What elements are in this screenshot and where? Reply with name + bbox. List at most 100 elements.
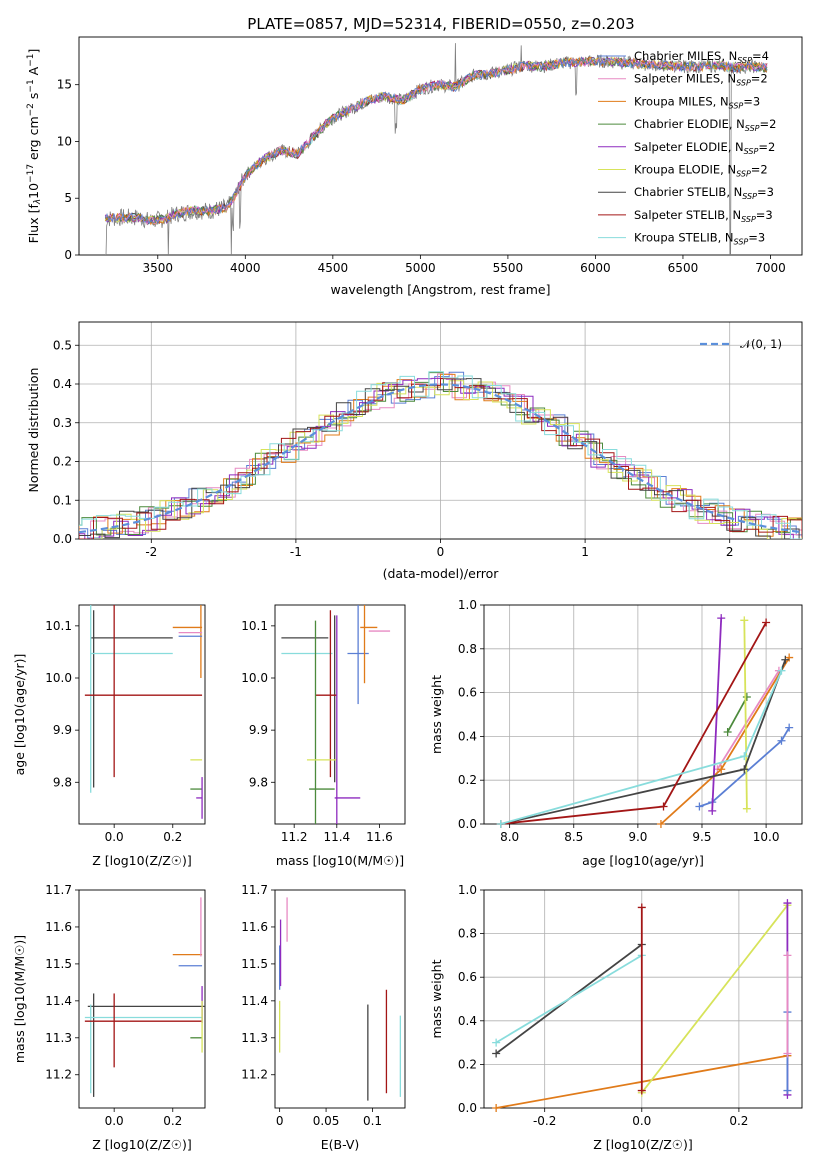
y-tick-label: 9.9 bbox=[53, 723, 72, 737]
x-tick-label: 8.0 bbox=[500, 830, 519, 844]
x-tick-label: 0.0 bbox=[105, 830, 124, 844]
histogram-chabrier_stelib bbox=[79, 378, 802, 539]
legend-label-kroupa_stelib: Kroupa STELIB, NSSP=3 bbox=[634, 231, 765, 247]
legend-label-kroupa_elodie: Kroupa ELODIE, NSSP=2 bbox=[634, 163, 768, 179]
weight-point-chabrier_miles bbox=[695, 802, 704, 811]
weight-vs-age-xlabel: age [log10(age/yr)] bbox=[582, 853, 704, 868]
weight-point-salpeter_elodie bbox=[708, 806, 717, 815]
spectrum-model-chabrier_miles bbox=[104, 56, 768, 225]
weight-point-salpeter_stelib bbox=[659, 802, 668, 811]
mass-vs-z-axes: 0.0 0.2 11.2 11.3 11.4 11.5 11.6 11.7 bbox=[45, 883, 206, 1128]
gaussian-curve bbox=[79, 383, 802, 534]
weight-line-salpeter_elodie bbox=[711, 618, 723, 811]
x-tick-label: 4500 bbox=[318, 261, 349, 275]
y-tick-label: 9.9 bbox=[249, 723, 268, 737]
weight-vs-z-ylabel: mass weight bbox=[429, 959, 444, 1038]
spectrum-xlabel: wavelength [Angstrom, rest frame] bbox=[330, 282, 550, 297]
weight-point-kroupa_stelib bbox=[492, 1038, 501, 1047]
y-tick-label: 11.4 bbox=[241, 994, 268, 1008]
residual-ylabel: Normed distribution bbox=[26, 368, 41, 493]
legend-label-kroupa_miles: Kroupa MILES, NSSP=3 bbox=[634, 94, 760, 110]
y-tick-label: 11.3 bbox=[45, 1031, 72, 1045]
x-tick-label: -1 bbox=[290, 545, 302, 559]
y-tick-label: 0.2 bbox=[53, 455, 72, 469]
y-tick-label: 9.8 bbox=[53, 775, 72, 789]
spectrum-ylabel: Flux [fλ10−17 erg cm−2 s−1 A−1] bbox=[26, 49, 43, 244]
age-vs-mass-frame bbox=[274, 604, 406, 825]
weight-point-chabrier_miles bbox=[783, 1086, 792, 1095]
y-tick-label: 0.8 bbox=[458, 642, 477, 656]
age-vs-mass-xlabel: mass [log10(M/M☉)] bbox=[276, 853, 404, 868]
weight-point-chabrier_miles bbox=[777, 736, 786, 745]
x-tick-label: 8.5 bbox=[564, 830, 583, 844]
x-tick-label: 0.2 bbox=[163, 830, 182, 844]
x-tick-label: 0 bbox=[437, 545, 445, 559]
x-tick-label: 3500 bbox=[143, 261, 174, 275]
weight-line-chabrier_elodie bbox=[726, 696, 748, 733]
y-tick-label: 11.5 bbox=[241, 957, 268, 971]
weight-point-salpeter_stelib bbox=[637, 903, 646, 912]
weight-point-chabrier_stelib bbox=[781, 655, 790, 664]
y-tick-label: 10.1 bbox=[45, 619, 72, 633]
spectrum-lines bbox=[104, 43, 768, 255]
y-tick-label: 5 bbox=[64, 191, 72, 205]
weight-point-chabrier_stelib bbox=[492, 1049, 501, 1058]
mass-vs-ebv-axes: 0 0.05 0.1 11.2 11.3 11.4 11.5 11.6 11.7 bbox=[241, 883, 406, 1128]
age-vs-z-frame bbox=[78, 604, 206, 825]
weight-vs-z-xlabel: Z [log10(Z/Z☉)] bbox=[593, 1137, 693, 1152]
x-tick-label: 0.0 bbox=[632, 1114, 651, 1128]
y-tick-label: 0.8 bbox=[458, 927, 477, 941]
y-tick-label: 0.4 bbox=[458, 1014, 477, 1028]
residual-histograms bbox=[79, 371, 802, 539]
y-tick-label: 11.5 bbox=[45, 957, 72, 971]
age-vs-mass-errorbars bbox=[281, 605, 391, 824]
age-vs-z-ylabel: age [log10(age/yr)] bbox=[12, 654, 27, 776]
weight-point-kroupa_miles bbox=[492, 1104, 501, 1112]
weight-line-chabrier_stelib bbox=[500, 659, 787, 825]
weight-point-salpeter_elodie bbox=[783, 899, 792, 908]
x-tick-label: -2 bbox=[145, 545, 157, 559]
y-tick-label: 0.0 bbox=[458, 1101, 477, 1115]
weight-point-chabrier_miles bbox=[785, 723, 794, 732]
legend-label-salpeter_stelib: Salpeter STELIB, NSSP=3 bbox=[634, 208, 773, 224]
weight-line-kroupa_stelib bbox=[500, 670, 783, 825]
x-tick-label: 6000 bbox=[580, 261, 611, 275]
weight-vs-z-axes: -0.2 0.0 0.2 0.0 0.2 0.4 0.6 0.8 1.0 bbox=[458, 883, 803, 1128]
y-tick-label: 1.0 bbox=[458, 883, 477, 897]
weight-point-kroupa_stelib bbox=[777, 666, 786, 675]
y-tick-label: 11.6 bbox=[45, 920, 72, 934]
y-tick-label: 10.1 bbox=[241, 619, 268, 633]
y-tick-label: 11.2 bbox=[45, 1068, 72, 1082]
age-vs-mass-axes: 11.2 11.4 11.6 9.8 9.9 10.0 10.1 bbox=[241, 604, 406, 844]
weight-point-chabrier_elodie bbox=[742, 692, 751, 701]
weight-point-kroupa_stelib bbox=[496, 820, 505, 828]
histogram-salpeter_elodie bbox=[79, 377, 802, 539]
age-vs-z-axes: 0.0 0.2 9.8 9.9 10.0 10.1 bbox=[45, 604, 206, 844]
x-tick-label: 0.1 bbox=[363, 1114, 382, 1128]
x-tick-label: 2 bbox=[726, 545, 734, 559]
x-tick-label: 0.05 bbox=[313, 1114, 340, 1128]
y-tick-label: 0.2 bbox=[458, 1057, 477, 1071]
residual-xlabel: (data-model)/error bbox=[383, 566, 500, 581]
weight-line-kroupa_miles bbox=[660, 657, 790, 825]
weight-point-kroupa_miles bbox=[717, 765, 726, 774]
y-tick-label: 10 bbox=[57, 134, 72, 148]
figure-title: PLATE=0857, MJD=52314, FIBERID=0550, z=0… bbox=[247, 15, 634, 33]
x-tick-label: 4000 bbox=[230, 261, 261, 275]
weight-point-salpeter_stelib bbox=[637, 1086, 646, 1095]
mass-vs-ebv-xlabel: E(B-V) bbox=[321, 1137, 360, 1152]
weight-point-salpeter_miles bbox=[783, 951, 792, 960]
mass-vs-z-frame bbox=[78, 889, 206, 1109]
legend-label-chabrier_stelib: Chabrier STELIB, NSSP=3 bbox=[634, 185, 774, 201]
weight-point-salpeter_stelib bbox=[762, 618, 771, 627]
y-tick-label: 0 bbox=[64, 248, 72, 262]
weight-point-kroupa_miles bbox=[656, 820, 665, 828]
mass-vs-ebv-frame bbox=[274, 889, 406, 1109]
weight-point-salpeter_miles bbox=[783, 1049, 792, 1058]
y-tick-label: 10.0 bbox=[45, 671, 72, 685]
y-tick-label: 0.0 bbox=[458, 817, 477, 831]
y-tick-label: 15 bbox=[57, 78, 72, 92]
spectrum-axes: 3500 4000 4500 5000 5500 6000 6500 7000 0 5 10 15 bbox=[57, 36, 803, 275]
weight-point-chabrier_elodie bbox=[723, 728, 732, 737]
weight-point-kroupa_stelib bbox=[740, 752, 749, 761]
